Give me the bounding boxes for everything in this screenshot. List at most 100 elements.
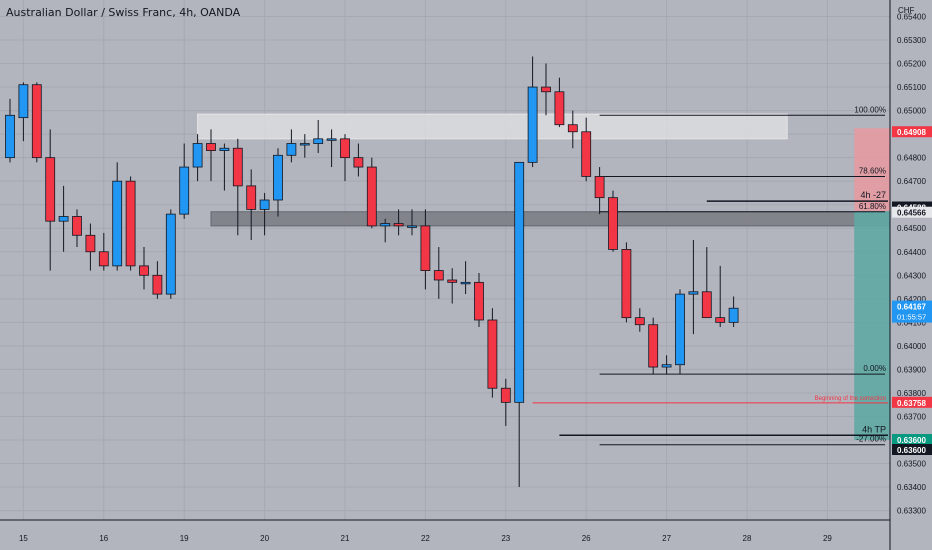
- price-tick-label: 0.64000: [897, 342, 926, 351]
- candle-body: [273, 154, 283, 201]
- candle-body: [340, 138, 350, 159]
- candle-body: [688, 291, 699, 295]
- candle-body: [621, 249, 632, 319]
- candle-body: [608, 197, 618, 250]
- candle-body: [219, 147, 230, 151]
- time-tick-label: 20: [260, 534, 269, 543]
- candle-body: [420, 225, 431, 271]
- candle-body: [45, 157, 56, 222]
- currency-label: CHF: [898, 6, 915, 15]
- price-tick-label: 0.63700: [897, 412, 926, 421]
- time-tick-label: 19: [180, 534, 189, 543]
- candle-body: [541, 86, 551, 93]
- fib-level-label: 78.60%: [859, 166, 886, 175]
- price-tick-label: 0.64300: [897, 271, 926, 280]
- price-tick-label: 0.64500: [897, 224, 926, 233]
- candle-body: [5, 114, 15, 159]
- candle-body: [58, 216, 69, 222]
- price-label: 0.64566: [897, 209, 926, 218]
- supply-zone: [197, 113, 788, 140]
- candle-body: [165, 213, 176, 295]
- candle-body: [701, 291, 712, 319]
- candle-body: [313, 138, 324, 144]
- time-tick-label: 21: [341, 534, 350, 543]
- candle-body: [393, 223, 404, 227]
- candle-body: [581, 131, 592, 177]
- chart-title: Australian Dollar / Swiss Franc, 4h, OAN…: [6, 6, 241, 19]
- candle-body: [567, 124, 578, 133]
- price-tick-label: 0.63400: [897, 483, 926, 492]
- price-axis: [890, 0, 932, 550]
- price-tick-label: 0.65100: [897, 83, 926, 92]
- price-tick-label: 0.64100: [897, 318, 926, 327]
- candle-body: [366, 166, 377, 227]
- candle-body: [139, 265, 149, 276]
- candle-body: [179, 166, 190, 215]
- candle-body: [192, 143, 203, 168]
- time-tick-label: 22: [421, 534, 430, 543]
- price-tick-label: 0.63500: [897, 460, 926, 469]
- candle-body: [675, 293, 685, 366]
- price-label-box: [892, 444, 932, 455]
- price-label-box: [892, 434, 932, 445]
- price-label: 0.63600: [897, 436, 926, 445]
- time-tick-label: 27: [662, 534, 671, 543]
- candle-body: [514, 161, 525, 403]
- countdown-label: 01:55:57: [897, 313, 926, 322]
- fib-level-label: 100.00%: [854, 105, 886, 114]
- price-tick-label: 0.63800: [897, 389, 926, 398]
- candle-body: [661, 364, 672, 368]
- candle-body: [286, 143, 297, 156]
- candle-body: [246, 185, 257, 210]
- candle-body: [728, 307, 739, 323]
- price-label-box: [892, 206, 932, 218]
- candle-body: [527, 86, 538, 163]
- price-tick-label: 0.64700: [897, 177, 926, 186]
- candle-body: [380, 223, 391, 227]
- candle-body: [407, 225, 417, 228]
- annotation-label: 4h TP: [862, 424, 886, 434]
- price-tick-label: 0.64800: [897, 154, 926, 163]
- time-tick-label: 29: [823, 534, 832, 543]
- fib-level-label: 61.80%: [859, 202, 886, 211]
- candle-body: [232, 147, 243, 187]
- candle-body: [18, 84, 29, 119]
- candle-body: [259, 199, 270, 210]
- time-tick-label: 28: [743, 534, 752, 543]
- price-tick-label: 0.63900: [897, 365, 926, 374]
- price-label: 0.63600: [897, 446, 926, 455]
- candle-body: [594, 176, 605, 199]
- candle-body: [98, 251, 109, 267]
- candle-body: [460, 281, 471, 285]
- time-tick-label: 23: [501, 534, 510, 543]
- candle-body: [112, 180, 123, 267]
- price-label-box: [892, 300, 932, 323]
- time-tick-label: 15: [19, 534, 28, 543]
- candle-body: [125, 180, 136, 267]
- fib-level-label: -27.00%: [856, 435, 886, 444]
- time-tick-label: 16: [99, 534, 108, 543]
- demand-zone: [210, 211, 932, 227]
- candle-body: [31, 84, 42, 159]
- price-label: 0.64908: [897, 128, 926, 137]
- annotation-label: 4h -27: [860, 190, 886, 200]
- candle-body: [715, 317, 726, 323]
- candle-body: [487, 319, 498, 389]
- candle-body: [474, 281, 484, 321]
- candle-body: [500, 387, 511, 403]
- time-tick-label: 26: [582, 534, 591, 543]
- price-tick-label: 0.64200: [897, 295, 926, 304]
- fib-level-label: 0.00%: [863, 364, 886, 373]
- candle-body: [554, 91, 565, 126]
- candle-body: [206, 143, 216, 151]
- candle-body: [152, 274, 163, 295]
- price-tick-label: 0.65300: [897, 36, 926, 45]
- candle-body: [648, 324, 659, 368]
- candle-body: [85, 234, 96, 253]
- price-label: 0.64167: [897, 303, 926, 312]
- price-label-box: [892, 126, 932, 138]
- candle-body: [72, 216, 82, 236]
- price-label-box: [892, 396, 932, 408]
